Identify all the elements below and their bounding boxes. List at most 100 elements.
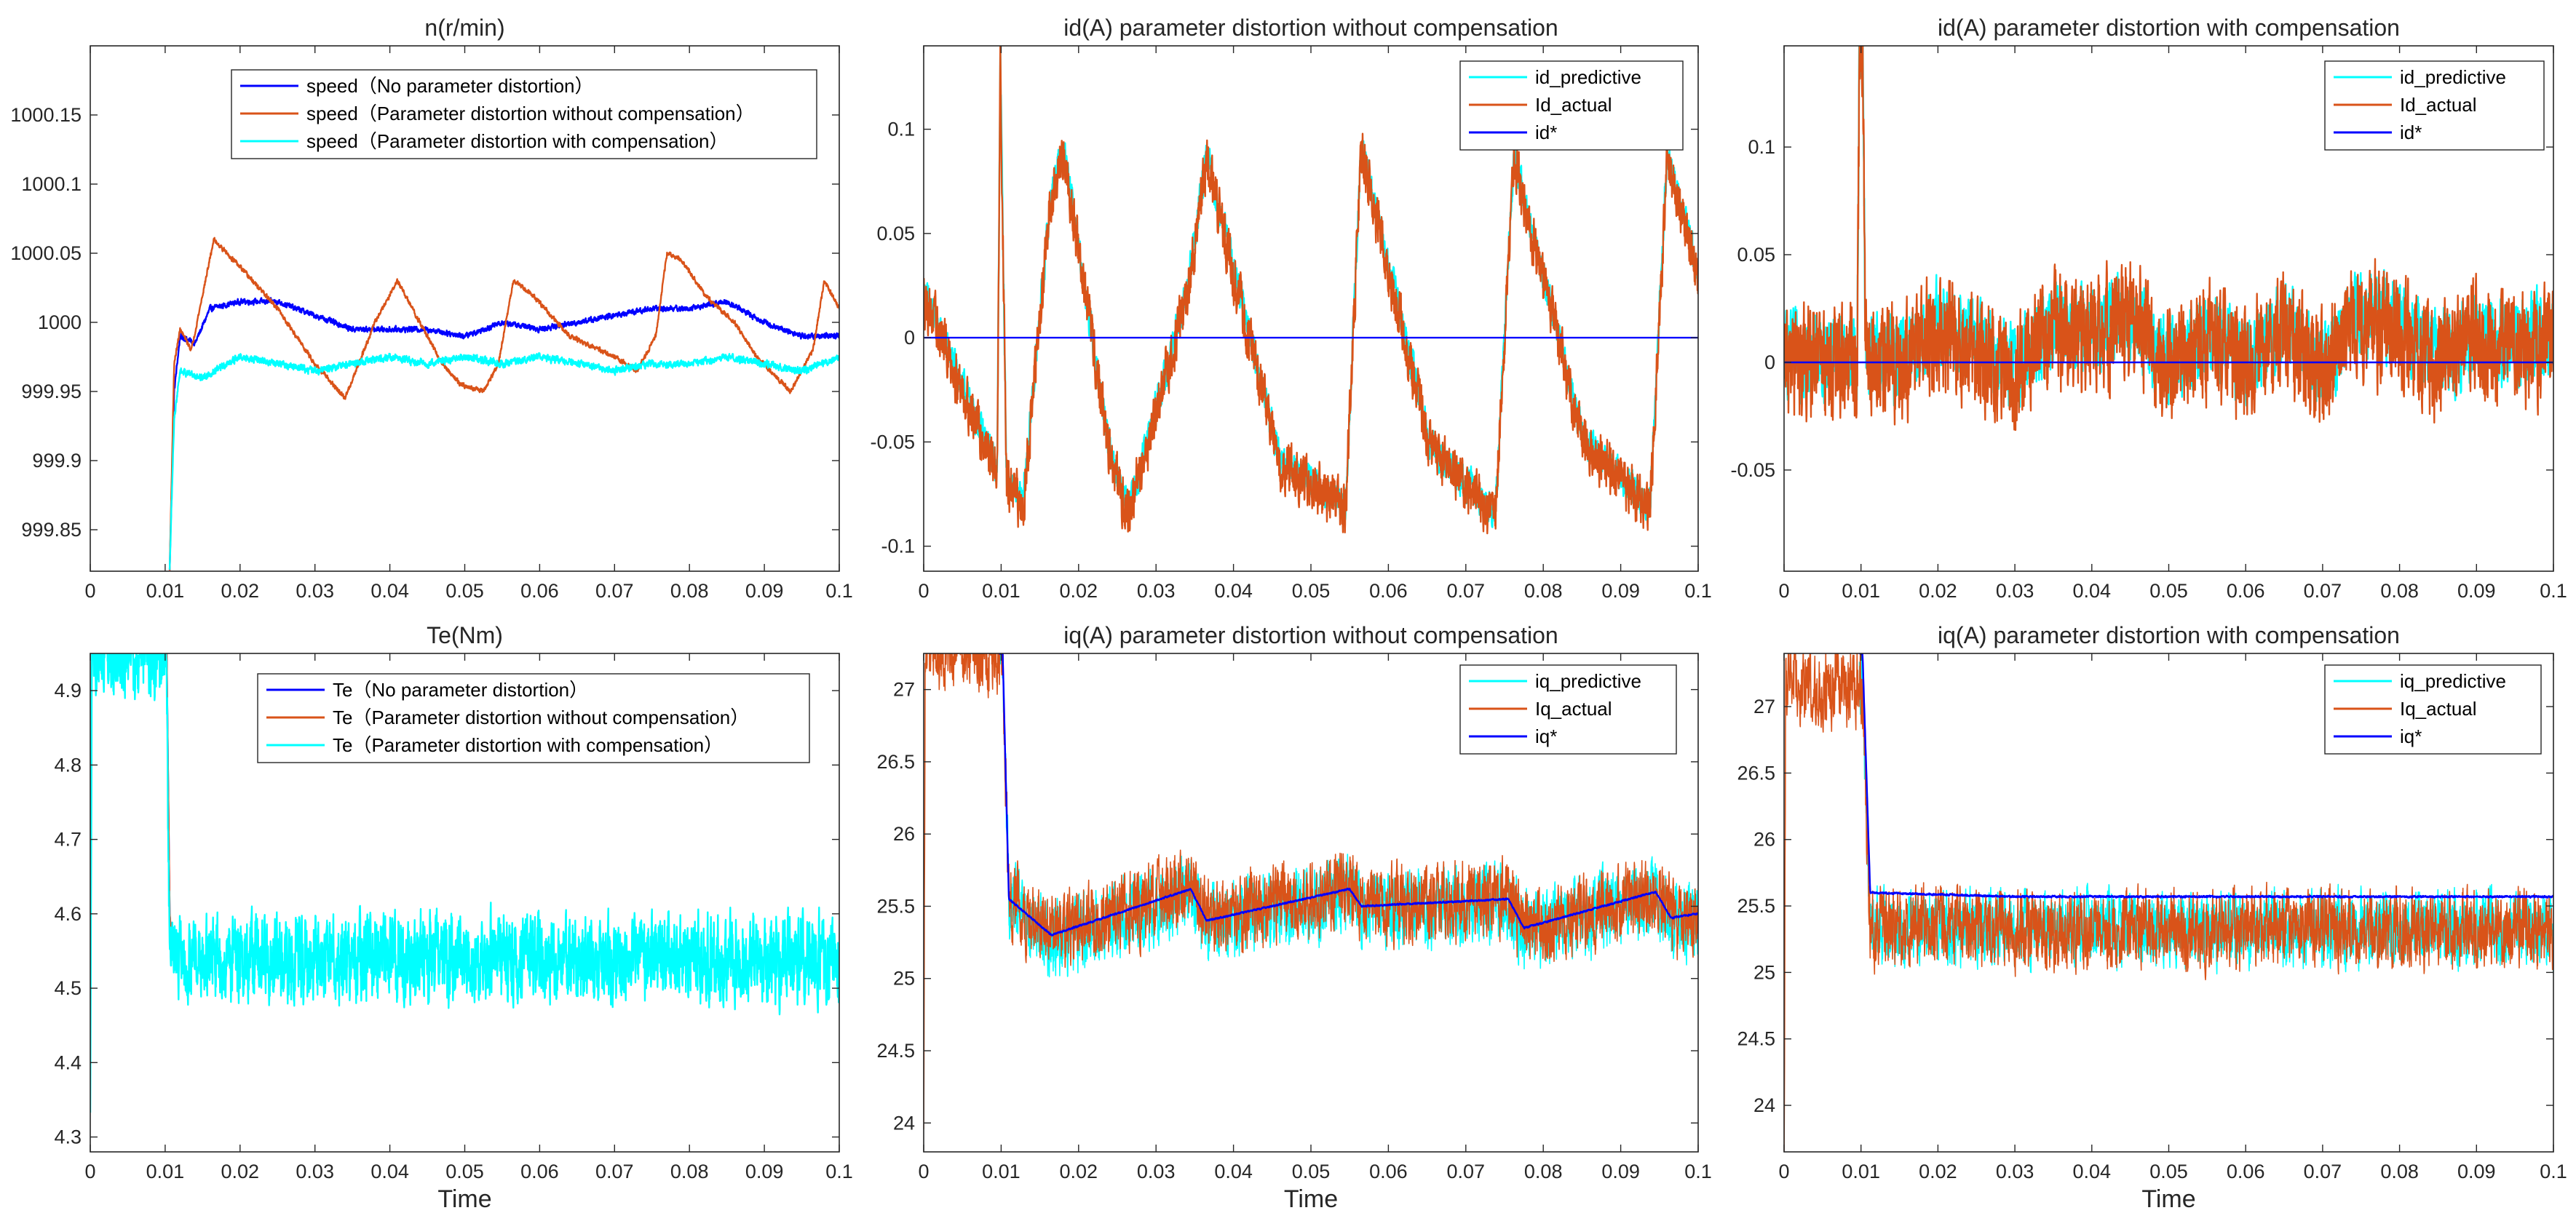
x-tick-label: 0.09 [1601, 580, 1640, 602]
series-line-speed-parameter-distortion-with-compensation [168, 352, 839, 570]
legend-box [2324, 60, 2545, 151]
series-line-speed-parameter-distortion-without-compensation [168, 236, 839, 570]
x-tick-label: 0.06 [2227, 580, 2265, 602]
x-tick-label: 0.04 [370, 1161, 409, 1182]
x-tick-label: 0.05 [445, 1161, 484, 1182]
x-tick-label: 0.04 [1214, 580, 1253, 602]
series-line-iq-actual [1784, 653, 2553, 1152]
x-tick-label: 0.04 [2073, 580, 2112, 602]
legend-entry: iq_predictive [1535, 670, 1641, 692]
series-group [924, 653, 1698, 1129]
legend: Te（No parameter distortion） Te（Parameter … [257, 673, 810, 763]
x-tick-label: 0.08 [670, 1161, 709, 1182]
y-tick-label: 26.5 [1737, 762, 1775, 784]
x-axis-label: Time [437, 1185, 491, 1213]
x-tick-label: 0.09 [745, 1161, 784, 1182]
x-tick-label: 0.01 [146, 1161, 185, 1182]
x-axis-label: Time [2141, 1185, 2195, 1213]
x-tick-label: 0.09 [2457, 580, 2496, 602]
x-tick-label: 0.08 [1524, 580, 1563, 602]
legend-entry: id* [2400, 122, 2422, 143]
x-tick-label: 0.02 [221, 1161, 260, 1182]
y-tick-label: 25.5 [1737, 895, 1775, 917]
x-tick-label: 0.01 [982, 1161, 1021, 1182]
legend-entry: Te（No parameter distortion） [333, 679, 588, 701]
y-tick-label: 4.6 [54, 903, 82, 925]
chart-panel-iq-no-comp: iq(A) parameter distortion without compe… [876, 622, 1711, 1213]
x-tick-label: 0.07 [1447, 1161, 1486, 1182]
x-tick-label: 0.02 [221, 580, 260, 602]
legend-entry: Id_actual [1535, 94, 1612, 116]
y-tick-label: 26 [1753, 829, 1775, 851]
series-line-iq [999, 653, 1698, 936]
x-tick-label: 0.03 [296, 580, 334, 602]
y-tick-label: 24 [1753, 1094, 1775, 1116]
y-tick-label: 25.5 [876, 895, 915, 917]
x-tick-label: 0.08 [1524, 1161, 1563, 1182]
legend-entry: Iq_actual [2400, 698, 2477, 720]
x-tick-label: 0.03 [1996, 580, 2034, 602]
y-tick-label: 999.95 [21, 381, 82, 402]
y-tick-label: 27 [893, 679, 915, 701]
legend-entry: iq* [2400, 725, 2422, 747]
y-tick-label: 24.5 [1737, 1028, 1775, 1050]
series-line-iq-actual [924, 653, 1698, 1129]
legend-entry: speed（Parameter distortion with compensa… [306, 130, 729, 152]
y-tick-label: -0.1 [881, 536, 915, 557]
x-tick-label: 0.04 [370, 580, 409, 602]
legend-entry: Te（Parameter distortion without compensa… [333, 707, 749, 728]
x-tick-label: 0 [84, 1161, 95, 1182]
y-tick-label: 25 [1753, 961, 1775, 983]
series-group [168, 236, 839, 570]
y-tick-label: 4.9 [54, 680, 82, 701]
x-tick-label: 0.04 [1214, 1161, 1253, 1182]
x-tick-label: 0.09 [745, 580, 784, 602]
x-tick-label: 0.1 [2540, 1161, 2567, 1182]
y-tick-label: 1000.1 [21, 173, 82, 195]
x-tick-label: 0.07 [1447, 580, 1486, 602]
x-tick-label: 0.06 [520, 580, 559, 602]
x-axis-label: Time [1284, 1185, 1338, 1213]
series-group [1784, 46, 2553, 431]
x-tick-label: 0.08 [670, 580, 709, 602]
x-tick-label: 0.08 [2380, 580, 2419, 602]
x-tick-label: 0.01 [1842, 1161, 1880, 1182]
x-tick-label: 0.05 [445, 580, 484, 602]
series-group [924, 46, 1698, 535]
legend-entry: iq* [1535, 725, 1557, 747]
legend-box [231, 69, 817, 159]
x-tick-label: 0.03 [296, 1161, 334, 1182]
y-tick-label: 0.1 [887, 119, 915, 140]
chart-title: id(A) parameter distortion without compe… [1063, 15, 1558, 41]
x-tick-label: 0 [84, 580, 95, 602]
y-tick-label: 4.3 [54, 1126, 82, 1148]
x-tick-label: 0.1 [1684, 580, 1712, 602]
chart-panel-te: Te(Nm) 0 0.01 0.02 0.03 0.04 0.05 0.06 0.07 0.08 0… [54, 622, 852, 1213]
series-line-speed-no-parameter-distortion [168, 297, 839, 570]
x-tick-label: 0.04 [2073, 1161, 2112, 1182]
y-tick-label: -0.05 [1730, 459, 1775, 481]
x-tick-label: 0.03 [1137, 580, 1176, 602]
x-tick-label: 0.01 [1842, 580, 1880, 602]
x-tick-label: 0.05 [2149, 1161, 2188, 1182]
legend-entry: id_predictive [2400, 66, 2506, 88]
legend: id_predictive Id_actual id* [1459, 60, 1684, 151]
y-tick-label: 25 [893, 968, 915, 990]
y-tick-label: 26 [893, 823, 915, 845]
x-tick-label: 0.07 [2304, 580, 2342, 602]
chart-panel-iq-comp: iq(A) parameter distortion with compensa… [1737, 622, 2567, 1213]
y-tick-label: 999.85 [21, 519, 82, 541]
x-tick-label: 0.05 [2149, 580, 2188, 602]
x-tick-label: 0.02 [1919, 580, 1957, 602]
chart-title: Te(Nm) [427, 622, 503, 648]
x-tick-label: 0.05 [1292, 580, 1331, 602]
x-tick-label: 0.06 [520, 1161, 559, 1182]
y-tick-label: 0.05 [1737, 244, 1775, 266]
x-tick-label: 0.08 [2380, 1161, 2419, 1182]
legend-entry: Te（Parameter distortion with compensatio… [333, 734, 723, 756]
series-line-id-actual [924, 46, 1698, 535]
x-tick-label: 0.06 [1369, 580, 1408, 602]
y-tick-label: 24 [893, 1112, 915, 1134]
x-tick-label: 0.09 [1601, 1161, 1640, 1182]
legend-entry: Id_actual [2400, 94, 2477, 116]
